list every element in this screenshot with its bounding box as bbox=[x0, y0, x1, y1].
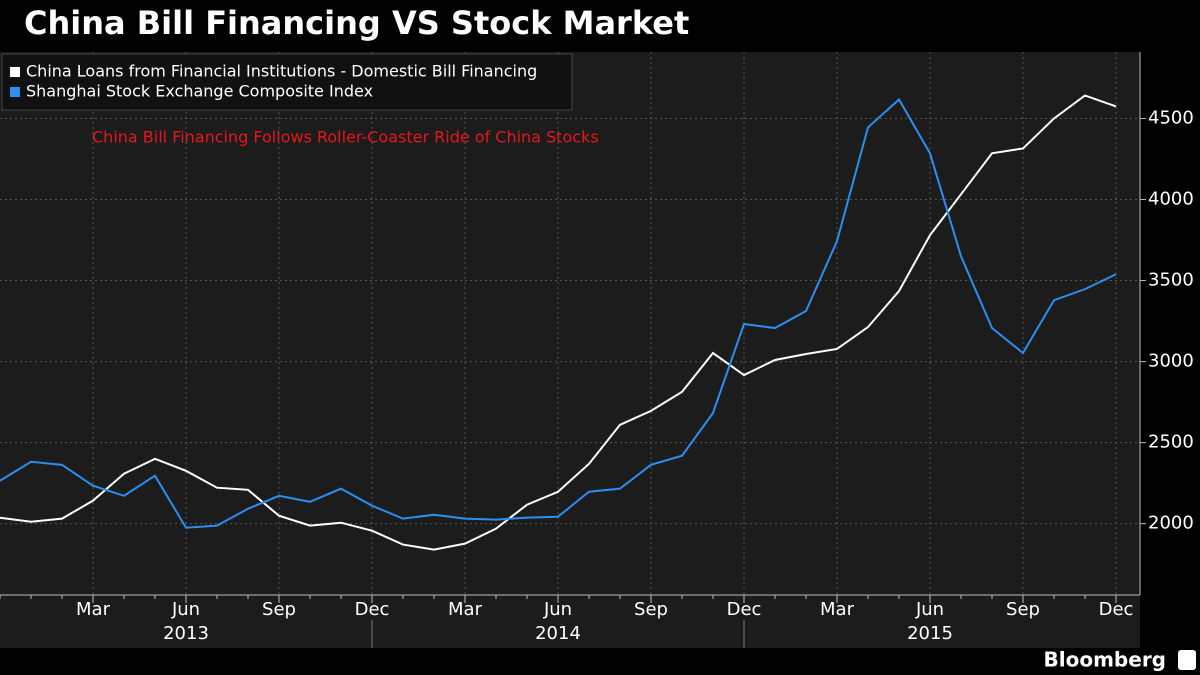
x-tick-label: Jun bbox=[915, 599, 944, 620]
year-label: 2015 bbox=[907, 623, 953, 644]
annotation: China Bill Financing Follows Roller-Coas… bbox=[92, 128, 599, 147]
legend-swatch bbox=[10, 67, 20, 77]
x-tick-label: Mar bbox=[820, 599, 855, 620]
x-tick-label: Sep bbox=[262, 599, 296, 620]
chart-title: China Bill Financing VS Stock Market bbox=[24, 4, 689, 42]
year-label: 2013 bbox=[163, 623, 209, 644]
y-tick-label: 4000 bbox=[1148, 189, 1194, 210]
y-tick-label: 2500 bbox=[1148, 432, 1194, 453]
x-tick-label: Jun bbox=[171, 599, 200, 620]
y-tick-label: 2000 bbox=[1148, 513, 1194, 534]
x-tick-label: Dec bbox=[355, 599, 390, 620]
year-label: 2014 bbox=[535, 623, 581, 644]
plot-background bbox=[0, 52, 1140, 648]
x-tick-label: Jun bbox=[543, 599, 572, 620]
legend-box bbox=[1, 53, 573, 111]
y-tick-label: 3000 bbox=[1148, 351, 1194, 372]
y-tick-label: 4500 bbox=[1148, 107, 1194, 128]
series-line bbox=[0, 97, 1117, 529]
brand-icon bbox=[1178, 650, 1196, 670]
legend-label: Shanghai Stock Exchange Composite Index bbox=[26, 82, 373, 101]
legend-swatch bbox=[10, 87, 20, 97]
y-tick-label: 3500 bbox=[1148, 270, 1194, 291]
x-tick-label: Mar bbox=[448, 599, 483, 620]
x-tick-label: Sep bbox=[634, 599, 668, 620]
source: Bloomberg bbox=[1044, 648, 1166, 672]
x-tick-label: Mar bbox=[76, 599, 111, 620]
x-tick-label: Dec bbox=[727, 599, 762, 620]
x-tick-label: Sep bbox=[1006, 599, 1040, 620]
series-line bbox=[0, 94, 1117, 551]
legend-label: China Loans from Financial Institutions … bbox=[26, 62, 537, 81]
x-tick-label: Dec bbox=[1099, 599, 1134, 620]
